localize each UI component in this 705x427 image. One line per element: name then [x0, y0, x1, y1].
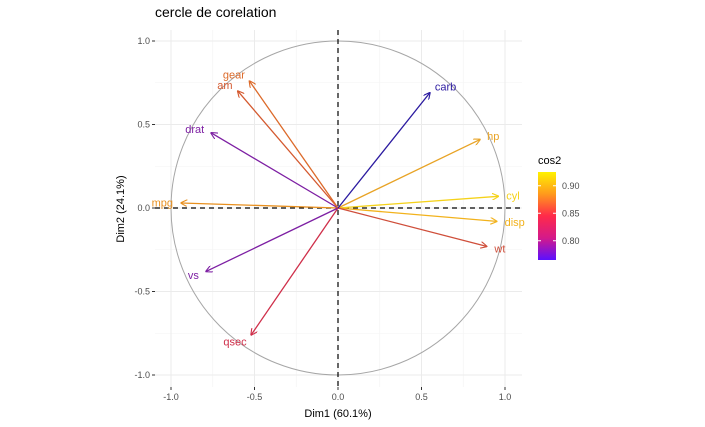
- legend-tick-label: 0.80: [562, 236, 580, 246]
- legend-tick-label: 0.90: [562, 181, 580, 191]
- x-tick-label: 0.5: [415, 392, 428, 402]
- arrow-am: [238, 91, 339, 209]
- legend-tick-label: 0.85: [562, 208, 580, 218]
- label-am: am: [217, 80, 232, 92]
- x-tick-label: 0.0: [332, 392, 345, 402]
- chart-title: cercle de corelation: [155, 4, 276, 20]
- label-mpg: mpg: [152, 198, 173, 210]
- x-tick-label: -1.0: [163, 392, 179, 402]
- y-tick-label: 0.0: [137, 203, 150, 213]
- label-qsec: qsec: [223, 337, 247, 349]
- x-axis-title: Dim1 (60.1%): [304, 408, 371, 420]
- arrow-mpg: [181, 203, 339, 209]
- plot-area: -1.0 -0.5 0.0 0.5 1.0 -1.0 -0.5 0.0 0.5 1.0 mpg cyl…: [134, 30, 525, 402]
- arrow-wt: [337, 207, 487, 246]
- y-axis-title: Dim2 (24.1%): [115, 175, 127, 242]
- x-tick-label: -0.5: [247, 392, 263, 402]
- arrow-hp: [337, 140, 480, 209]
- arrow-gear: [249, 81, 339, 209]
- label-carb: carb: [435, 82, 456, 94]
- arrow-carb: [337, 93, 430, 209]
- label-vs: vs: [188, 270, 200, 282]
- label-disp: disp: [505, 217, 525, 229]
- arrow-qsec: [251, 207, 339, 335]
- legend-colorbar: [538, 172, 556, 260]
- legend-title: cos2: [538, 155, 561, 167]
- label-drat: drat: [185, 124, 204, 136]
- x-tick-label: 1.0: [499, 392, 512, 402]
- arrow-drat: [211, 133, 339, 209]
- label-wt: wt: [493, 243, 505, 255]
- arrow-vs: [206, 207, 339, 271]
- arrow-disp: [337, 207, 497, 221]
- arrow-cyl: [337, 196, 498, 209]
- legend: cos2 0.90 0.85 0.80: [538, 155, 580, 260]
- label-gear: gear: [223, 70, 245, 82]
- label-cyl: cyl: [506, 191, 519, 203]
- y-tick-label: 0.5: [137, 120, 150, 130]
- y-tick-label: -1.0: [134, 370, 150, 380]
- y-tick-label: -0.5: [134, 287, 150, 297]
- label-hp: hp: [487, 131, 499, 143]
- y-tick-label: 1.0: [137, 36, 150, 46]
